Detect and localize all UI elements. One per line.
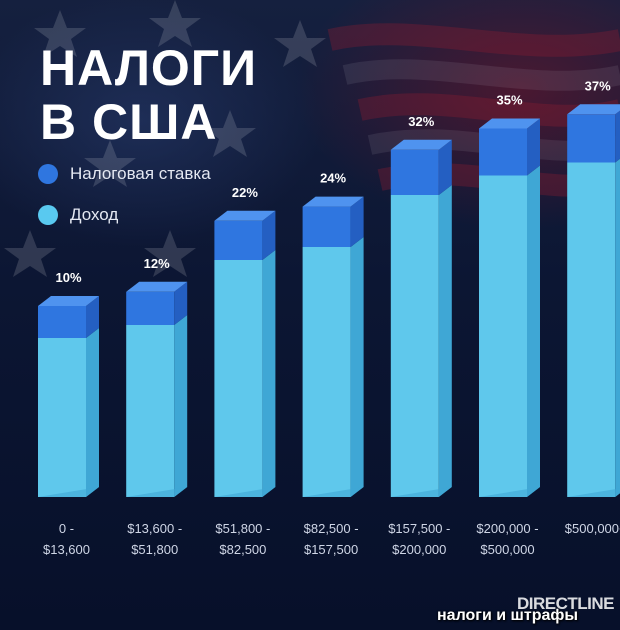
bar-1-income-front [38, 338, 86, 497]
title-line-2: В США [40, 94, 218, 150]
bar-1-category-label-1: 0 - [59, 521, 74, 536]
bar-6-income-side [527, 165, 540, 497]
legend-label-income: Доход [70, 205, 119, 224]
bar-5-value-label: 32% [408, 114, 434, 129]
bar-3-category-label-2: $82,500 [219, 542, 266, 557]
bar-4-value-label: 24% [320, 171, 346, 186]
bar-2-category-label-2: $51,800 [131, 542, 178, 557]
bar-2-tax-side [174, 281, 188, 325]
bar-5-tax-front [390, 149, 439, 195]
bar-4-category-label-2: $157,500 [304, 542, 358, 557]
bar-1-value-label: 10% [55, 270, 81, 285]
bar-6-top-face [479, 118, 540, 129]
bar-1-category-label-2: $13,600 [43, 542, 90, 557]
bar-6-category-label-1: $200,000 - [476, 521, 538, 536]
bar-1-bottom-shade [38, 487, 99, 497]
legend-item-income: Доход [38, 205, 118, 225]
bar-5-top-face [390, 139, 452, 150]
bar-1-top-face [38, 296, 99, 306]
bar-7-value-label: 37% [585, 78, 611, 93]
bar-3-income-front [214, 260, 263, 497]
bar-3-bottom-shade [214, 487, 276, 497]
bar-7-tax-side [615, 110, 620, 163]
bar-2-top-face [126, 281, 188, 292]
bar-1-tax-side [86, 296, 99, 338]
bar-7-category-label-1: $500,000+ [565, 521, 620, 536]
bar-4-income-side [350, 237, 364, 497]
bar-3-value-label: 22% [232, 185, 258, 200]
legend-label-tax-rate: Налоговая ставка [70, 164, 211, 183]
bar-1-income-side [86, 328, 99, 497]
bar-2-income-front [126, 325, 175, 497]
watermark-text: налоги и штрафы [437, 607, 579, 624]
bar-3-category-label-1: $51,800 - [215, 521, 270, 536]
bar-4-income-front [302, 247, 351, 497]
bar-2-income-side [174, 315, 188, 497]
bar-2-value-label: 12% [144, 256, 170, 271]
bar-7-bottom-shade [567, 488, 620, 497]
bar-1-tax-front [38, 306, 86, 338]
bar-3-income-side [262, 250, 276, 497]
bar-2-bottom-shade [126, 487, 188, 497]
bar-5-category-label-2: $200,000 [392, 542, 446, 557]
bar-6-bottom-shade [479, 487, 540, 497]
bar-3-top-face [214, 210, 276, 221]
bar-4-tax-front [302, 206, 351, 247]
bar-4-bottom-shade [302, 487, 364, 497]
bar-3-tax-side [262, 210, 276, 260]
bar-7-income-front [567, 162, 616, 497]
bar-7-tax-front [567, 114, 616, 163]
bar-2-category-label-1: $13,600 - [127, 521, 182, 536]
bar-5-income-front [390, 195, 439, 497]
bar-6-tax-front [479, 128, 527, 176]
brand-logo: DIRECTLINE [517, 594, 615, 613]
bar-5-bottom-shade [390, 487, 452, 497]
bar-6-value-label: 35% [496, 93, 522, 108]
bar-4-category-label-1: $82,500 - [304, 521, 359, 536]
legend-dot-tax-rate [38, 164, 58, 184]
bar-5-tax-side [438, 139, 452, 195]
bar-2-tax-front [126, 291, 175, 325]
bar-4-tax-side [350, 196, 364, 247]
bar-5-category-label-1: $157,500 - [388, 521, 450, 536]
bar-6-income-front [479, 175, 527, 497]
legend-dot-income [38, 205, 58, 225]
legend-item-tax-rate: Налоговая ставка [38, 164, 211, 184]
title-line-1: НАЛОГИ [40, 40, 258, 96]
bar-6-category-label-2: $500,000 [480, 542, 534, 557]
bar-4-top-face [302, 196, 364, 207]
bar-7-income-side [615, 158, 620, 497]
bar-5-income-side [438, 185, 452, 497]
bar-7-top-face [567, 104, 620, 115]
bar-3-tax-front [214, 220, 263, 260]
bar-6-tax-side [527, 118, 540, 176]
